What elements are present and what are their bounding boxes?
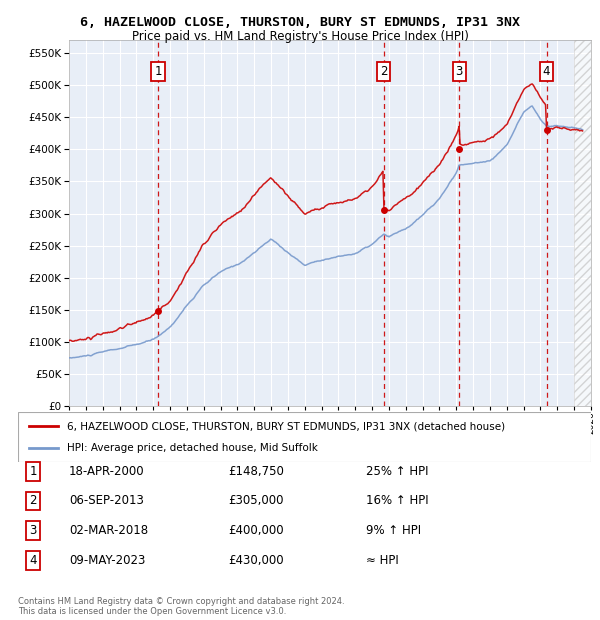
Text: 2: 2 — [29, 495, 37, 507]
Text: 2: 2 — [380, 65, 387, 78]
Text: 1: 1 — [29, 465, 37, 477]
Bar — [574, 40, 591, 406]
Text: 1: 1 — [154, 65, 162, 78]
Text: Contains HM Land Registry data © Crown copyright and database right 2024.: Contains HM Land Registry data © Crown c… — [18, 597, 344, 606]
Text: 09-MAY-2023: 09-MAY-2023 — [69, 554, 145, 567]
Text: 6, HAZELWOOD CLOSE, THURSTON, BURY ST EDMUNDS, IP31 3NX: 6, HAZELWOOD CLOSE, THURSTON, BURY ST ED… — [80, 16, 520, 29]
Text: ≈ HPI: ≈ HPI — [366, 554, 399, 567]
Text: 25% ↑ HPI: 25% ↑ HPI — [366, 465, 428, 477]
Text: HPI: Average price, detached house, Mid Suffolk: HPI: Average price, detached house, Mid … — [67, 443, 317, 453]
Text: 3: 3 — [29, 525, 37, 537]
Text: £148,750: £148,750 — [228, 465, 284, 477]
Text: 9% ↑ HPI: 9% ↑ HPI — [366, 525, 421, 537]
Text: £430,000: £430,000 — [228, 554, 284, 567]
Text: 16% ↑ HPI: 16% ↑ HPI — [366, 495, 428, 507]
Text: 02-MAR-2018: 02-MAR-2018 — [69, 525, 148, 537]
Text: 6, HAZELWOOD CLOSE, THURSTON, BURY ST EDMUNDS, IP31 3NX (detached house): 6, HAZELWOOD CLOSE, THURSTON, BURY ST ED… — [67, 421, 505, 431]
Text: 4: 4 — [543, 65, 550, 78]
Text: 18-APR-2000: 18-APR-2000 — [69, 465, 145, 477]
Text: This data is licensed under the Open Government Licence v3.0.: This data is licensed under the Open Gov… — [18, 607, 286, 616]
Text: 06-SEP-2013: 06-SEP-2013 — [69, 495, 144, 507]
Text: £305,000: £305,000 — [228, 495, 284, 507]
Text: 4: 4 — [29, 554, 37, 567]
Text: 3: 3 — [455, 65, 463, 78]
Text: Price paid vs. HM Land Registry's House Price Index (HPI): Price paid vs. HM Land Registry's House … — [131, 30, 469, 43]
Text: £400,000: £400,000 — [228, 525, 284, 537]
